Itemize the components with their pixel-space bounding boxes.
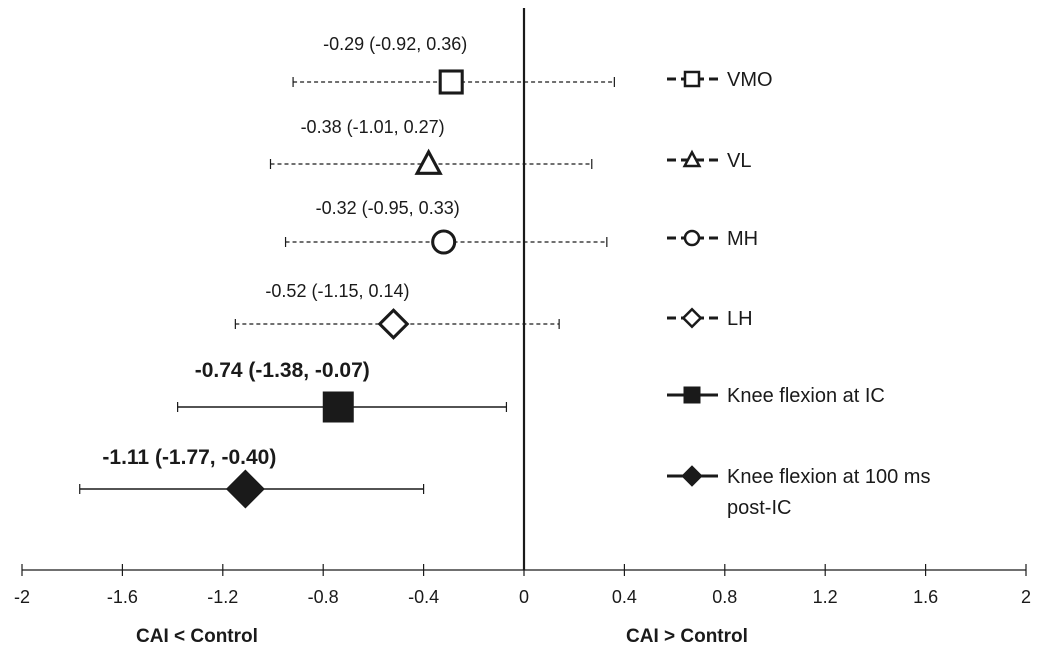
legend-label: MH	[727, 228, 758, 250]
estimate-annotation: -0.29 (-0.92, 0.36)	[323, 34, 467, 54]
x-tick-label: -0.4	[408, 587, 439, 607]
point-estimate-marker	[322, 391, 354, 423]
x-tick-label: -1.2	[207, 587, 238, 607]
estimate-annotation: -0.38 (-1.01, 0.27)	[301, 117, 445, 137]
point-estimate-marker	[431, 229, 457, 255]
x-tick-label: 0.8	[712, 587, 737, 607]
legend-label: Knee flexion at IC	[727, 385, 885, 407]
left-direction-label: CAI < Control	[136, 626, 258, 647]
x-tick-label: 2	[1021, 587, 1031, 607]
estimate-annotation: -1.11 (-1.77, -0.40)	[102, 446, 276, 469]
point-estimate-marker	[377, 308, 410, 340]
x-tick-label: -0.8	[308, 587, 339, 607]
legend-marker	[683, 386, 701, 404]
estimate-annotation: -0.32 (-0.95, 0.33)	[316, 198, 460, 218]
legend-marker	[681, 465, 703, 487]
x-tick-label: -2	[14, 587, 30, 607]
legend-label: VMO	[727, 69, 773, 91]
x-tick-label: 1.2	[813, 587, 838, 607]
legend-label: Knee flexion at 100 ms	[727, 466, 930, 488]
estimate-annotation: -0.74 (-1.38, -0.07)	[195, 359, 370, 382]
legend-marker	[683, 70, 701, 88]
right-direction-label: CAI > Control	[626, 626, 748, 647]
legend-marker	[682, 149, 702, 168]
point-estimate-marker	[225, 469, 265, 509]
x-tick-label: 0	[519, 587, 529, 607]
x-tick-label: -1.6	[107, 587, 138, 607]
legend-marker	[681, 307, 703, 329]
x-tick-label: 0.4	[612, 587, 637, 607]
point-estimate-marker	[438, 69, 464, 95]
legend-marker	[683, 229, 701, 247]
legend-label: VL	[727, 150, 751, 172]
legend-label: post-IC	[727, 497, 791, 519]
point-estimate-marker	[414, 148, 443, 175]
legend-label: LH	[727, 308, 753, 330]
x-tick-label: 1.6	[913, 587, 938, 607]
estimate-annotation: -0.52 (-1.15, 0.14)	[265, 281, 409, 301]
